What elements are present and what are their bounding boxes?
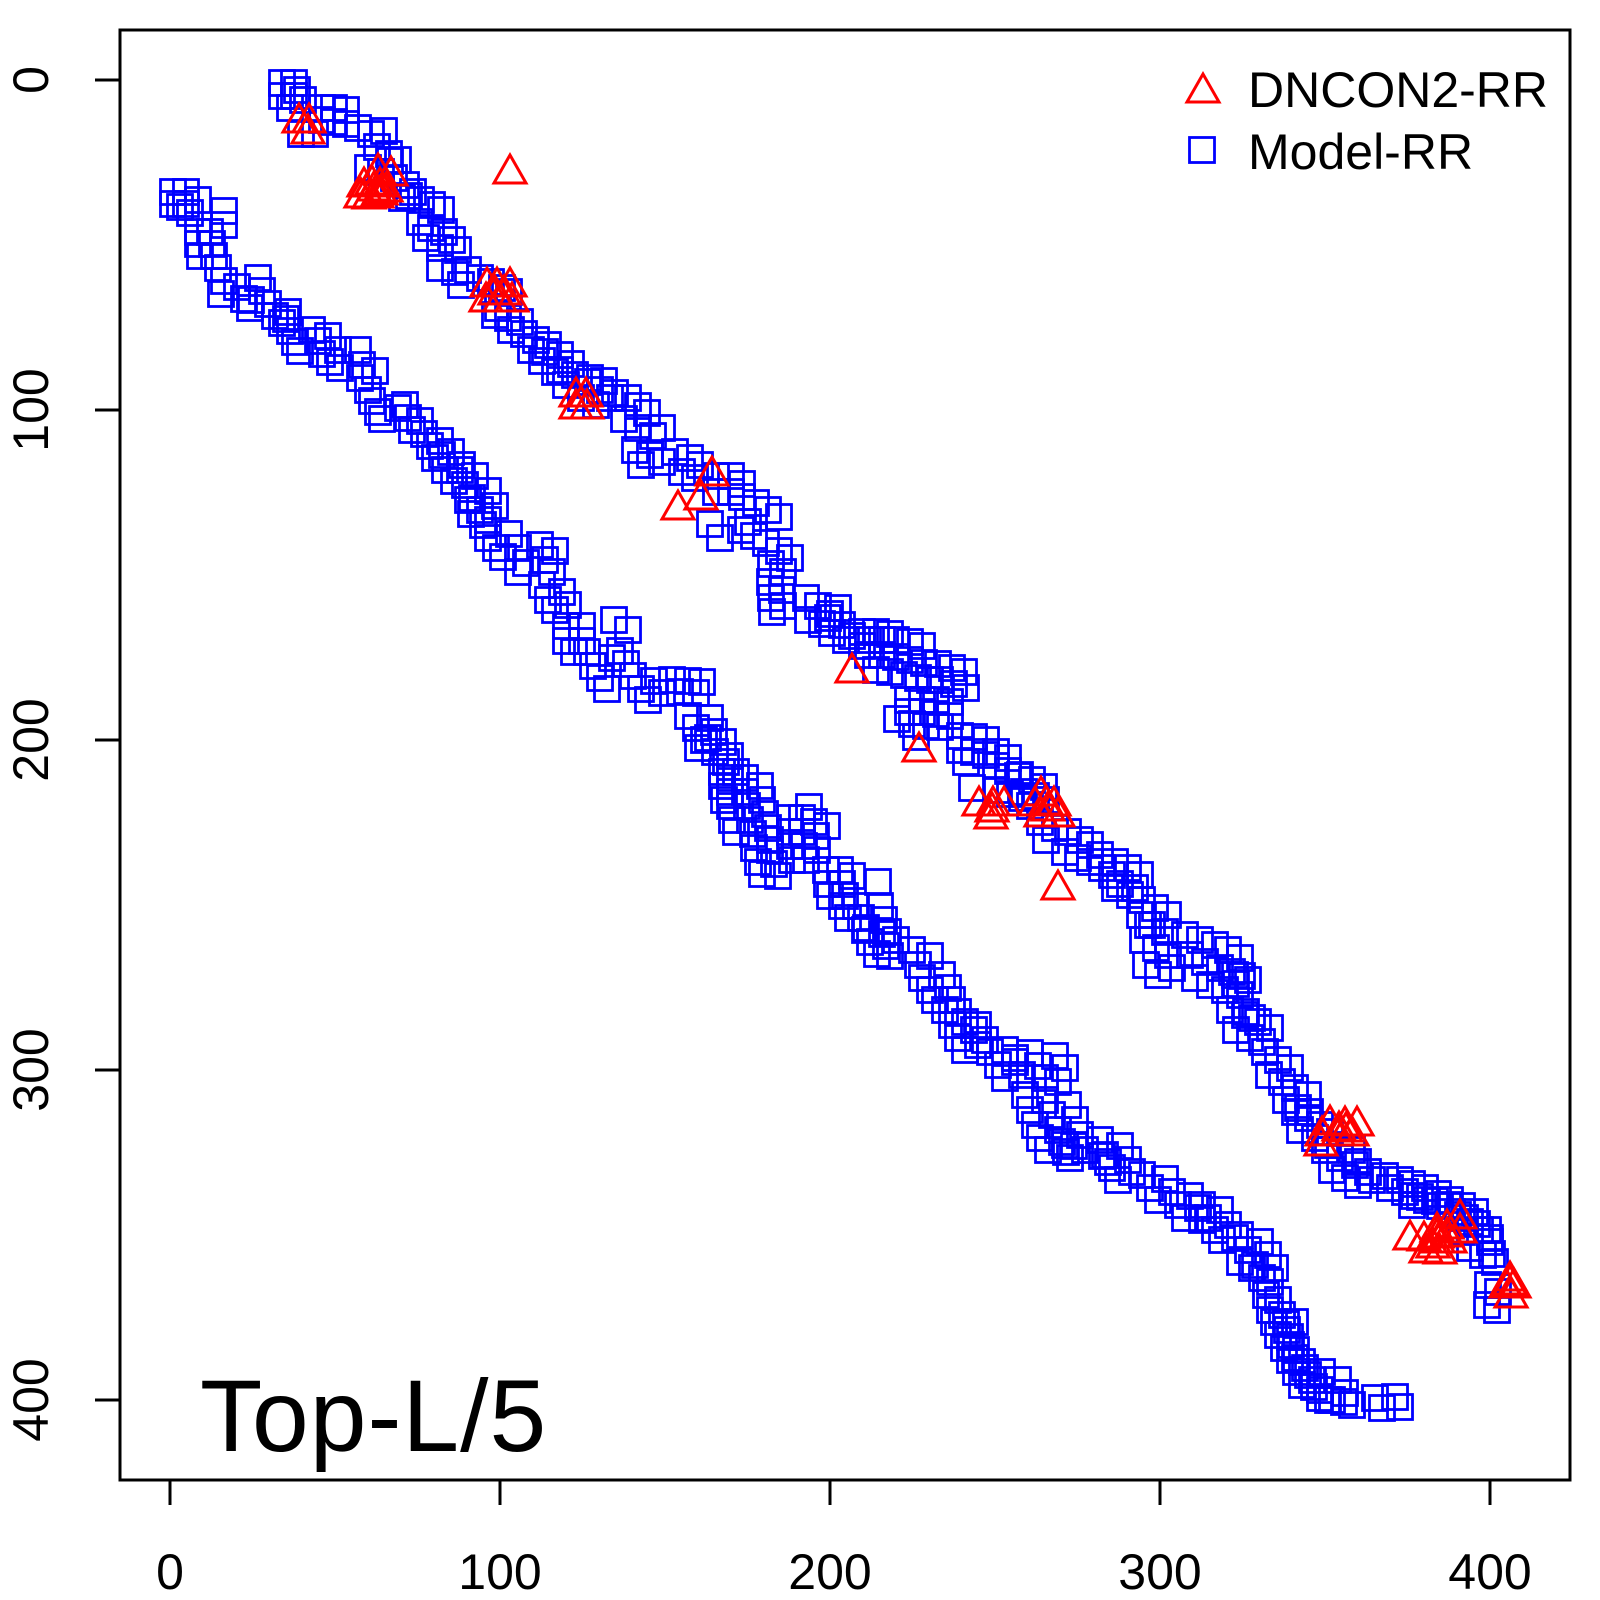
svg-text:Top-L/5: Top-L/5	[200, 1359, 547, 1473]
svg-text:200: 200	[3, 698, 59, 781]
svg-text:200: 200	[788, 1544, 871, 1600]
svg-text:DNCON2-RR: DNCON2-RR	[1248, 62, 1548, 118]
svg-text:400: 400	[1448, 1544, 1531, 1600]
svg-text:100: 100	[458, 1544, 541, 1600]
svg-text:0: 0	[3, 66, 59, 94]
svg-text:300: 300	[1118, 1544, 1201, 1600]
svg-text:300: 300	[3, 1028, 59, 1111]
svg-text:400: 400	[3, 1358, 59, 1441]
svg-text:100: 100	[3, 368, 59, 451]
svg-text:0: 0	[156, 1544, 184, 1600]
svg-text:Model-RR: Model-RR	[1248, 124, 1473, 180]
